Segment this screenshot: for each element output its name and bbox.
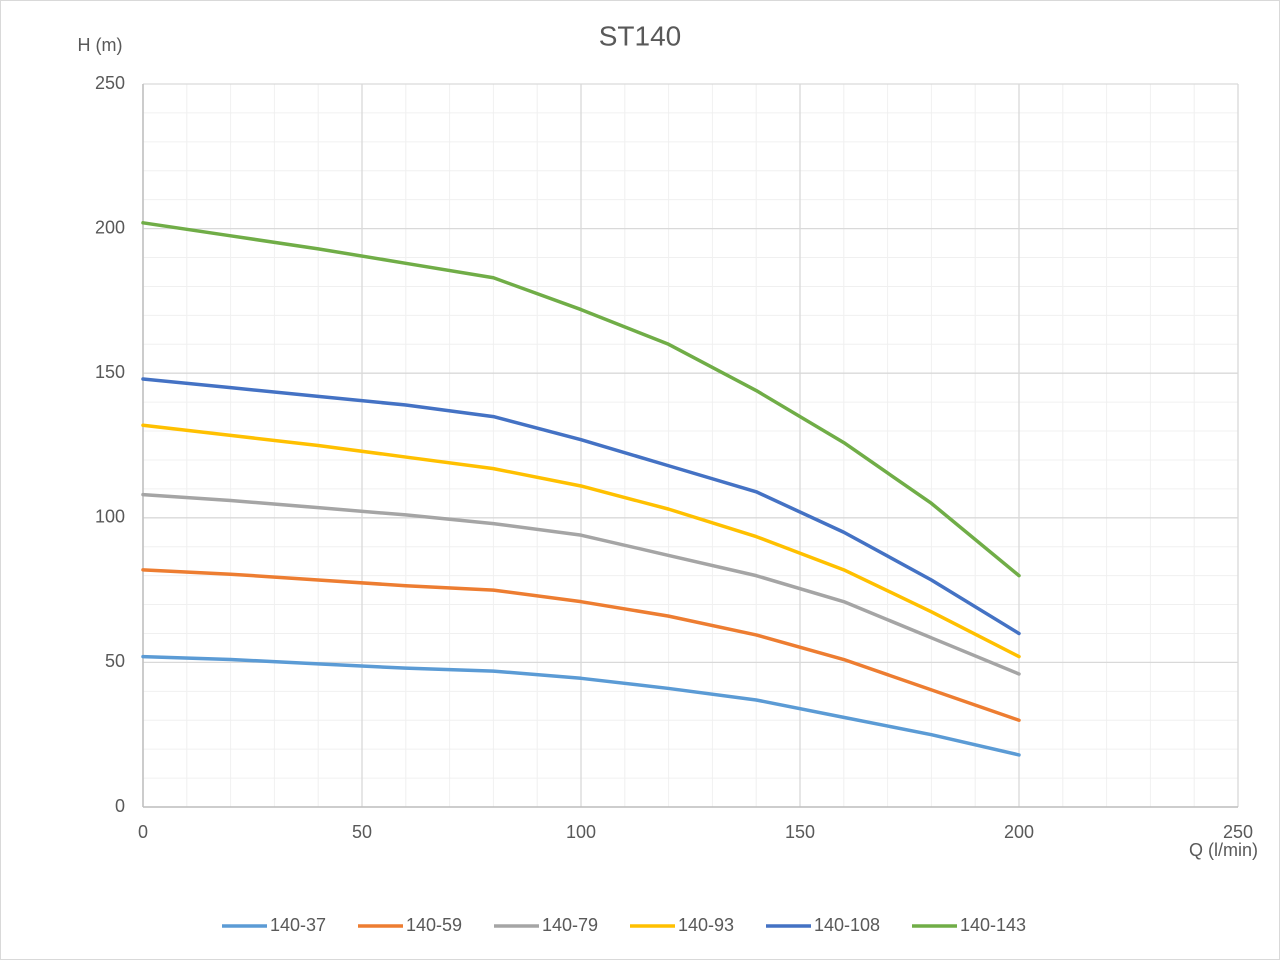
y-tick-label: 250 [95, 73, 125, 93]
y-axis-label: H (m) [78, 35, 123, 55]
series-line [141, 423, 1021, 659]
y-tick-label: 200 [95, 217, 125, 237]
y-tick-label: 0 [115, 796, 125, 816]
x-tick-label: 150 [785, 822, 815, 842]
chart-title: ST140 [599, 20, 682, 51]
series-line [141, 492, 1021, 676]
legend-label: 140-108 [814, 915, 880, 935]
x-tick-label: 50 [352, 822, 372, 842]
series-line [141, 377, 1021, 636]
series-line [141, 221, 1021, 578]
legend-label: 140-37 [270, 915, 326, 935]
legend-label: 140-59 [406, 915, 462, 935]
series-line [141, 654, 1021, 757]
x-tick-label: 250 [1223, 822, 1253, 842]
series-line [141, 568, 1021, 722]
legend-label: 140-93 [678, 915, 734, 935]
y-tick-label: 150 [95, 362, 125, 382]
x-tick-label: 0 [138, 822, 148, 842]
x-tick-label: 100 [566, 822, 596, 842]
x-axis-label: Q (l/min) [1189, 840, 1258, 860]
y-tick-label: 100 [95, 507, 125, 527]
legend-label: 140-79 [542, 915, 598, 935]
x-tick-label: 200 [1004, 822, 1034, 842]
y-tick-label: 50 [105, 651, 125, 671]
legend-label: 140-143 [960, 915, 1026, 935]
